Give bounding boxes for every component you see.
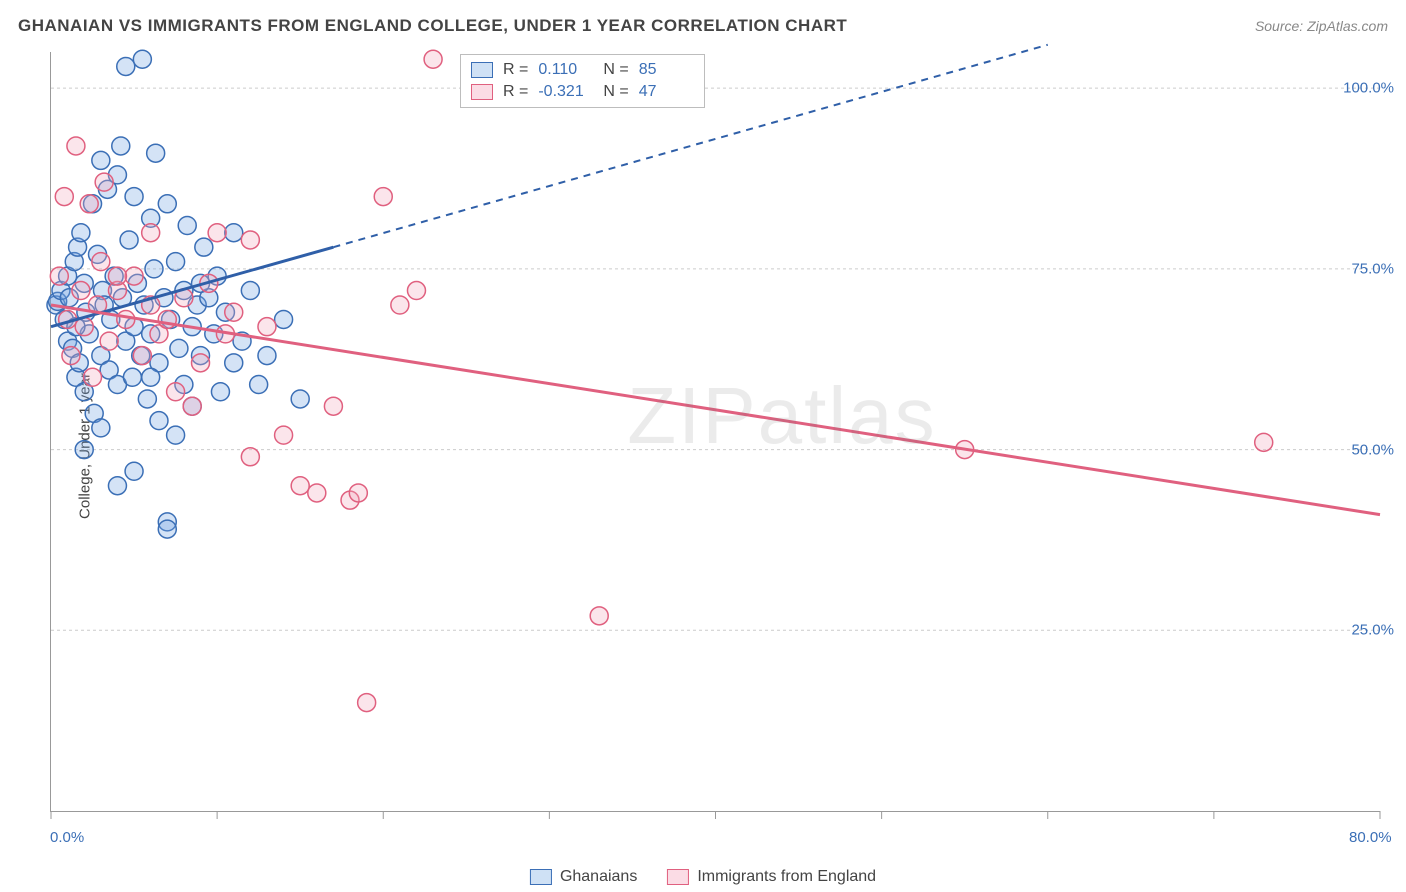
data-point [158,520,176,538]
r-value: 0.110 [538,61,593,79]
data-point [275,426,293,444]
data-point [133,50,151,68]
data-point [391,296,409,314]
data-point [225,224,243,242]
r-value: -0.321 [538,83,593,101]
data-point [80,195,98,213]
data-point [125,188,143,206]
chart-title: GHANAIAN VS IMMIGRANTS FROM ENGLAND COLL… [18,16,847,36]
data-point [308,484,326,502]
data-point [158,195,176,213]
data-point [258,347,276,365]
swatch [471,84,493,100]
legend-item: Immigrants from England [667,868,876,886]
data-point [250,376,268,394]
data-point [178,216,196,234]
data-point [424,50,442,68]
r-label: R = [503,83,528,101]
stats-row: R = 0.110 N = 85 [471,59,694,81]
stats-row: R = -0.321 N = 47 [471,81,694,103]
data-point [117,310,135,328]
data-point [195,238,213,256]
data-point [92,253,110,271]
data-point [145,260,163,278]
data-point [241,282,259,300]
data-point [167,253,185,271]
x-tick-label: 80.0% [1349,829,1392,846]
data-point [117,57,135,75]
plot-area: ZIPatlas [50,52,1380,812]
data-point [108,267,126,285]
y-tick-label: 100.0% [1343,80,1394,97]
data-point [67,137,85,155]
data-point [108,477,126,495]
data-point [349,484,367,502]
legend-item: Ghanaians [530,868,637,886]
title-bar: GHANAIAN VS IMMIGRANTS FROM ENGLAND COLL… [18,16,1388,36]
data-point [324,397,342,415]
data-point [123,368,141,386]
data-point [62,347,80,365]
data-point [211,383,229,401]
data-point [125,267,143,285]
legend-bottom: Ghanaians Immigrants from England [530,868,876,886]
data-point [225,303,243,321]
data-point [55,188,73,206]
data-point [225,354,243,372]
data-point [407,282,425,300]
data-point [84,368,102,386]
n-value: 47 [639,83,694,101]
source-label: Source: ZipAtlas.com [1255,18,1388,34]
data-point [590,607,608,625]
data-point [75,441,93,459]
data-point [192,354,210,372]
data-point [92,419,110,437]
data-point [241,448,259,466]
x-tick-label: 0.0% [50,829,84,846]
data-point [142,368,160,386]
chart-svg [51,52,1380,811]
data-point [50,267,68,285]
data-point [183,397,201,415]
data-point [1255,433,1273,451]
data-point [374,188,392,206]
data-point [170,339,188,357]
data-point [72,224,90,242]
data-point [358,694,376,712]
stats-box: R = 0.110 N = 85 R = -0.321 N = 47 [460,54,705,108]
data-point [150,412,168,430]
y-tick-label: 25.0% [1351,622,1394,639]
data-point [142,224,160,242]
data-point [92,151,110,169]
n-value: 85 [639,61,694,79]
n-label: N = [603,83,628,101]
data-point [100,332,118,350]
data-point [95,173,113,191]
data-point [147,144,165,162]
swatch [471,62,493,78]
data-point [112,137,130,155]
data-point [125,462,143,480]
data-point [291,477,309,495]
data-point [120,231,138,249]
data-point [275,310,293,328]
swatch [667,869,689,885]
data-point [291,390,309,408]
trend-line [51,305,1380,515]
n-label: N = [603,61,628,79]
data-point [208,224,226,242]
data-point [258,318,276,336]
data-point [72,282,90,300]
data-point [138,390,156,408]
legend-label: Immigrants from England [697,868,876,886]
data-point [241,231,259,249]
y-tick-label: 75.0% [1351,260,1394,277]
y-tick-label: 50.0% [1351,441,1394,458]
legend-label: Ghanaians [560,868,637,886]
data-point [167,426,185,444]
data-point [167,383,185,401]
swatch [530,869,552,885]
r-label: R = [503,61,528,79]
data-point [133,347,151,365]
